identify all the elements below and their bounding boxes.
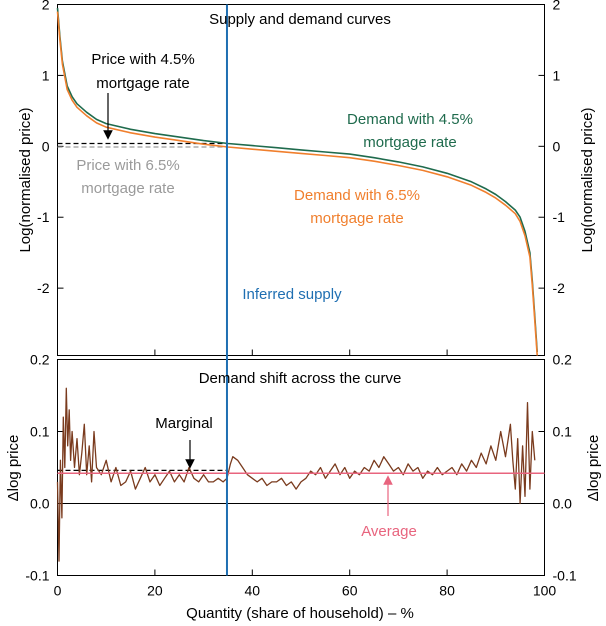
demand45-label-line1: Demand with 4.5% — [347, 111, 473, 128]
bottom-panel-frame — [57, 359, 545, 576]
bottom-ylabel-right: Δlog price — [585, 435, 602, 502]
bottom-ytick-label-right: 0.2 — [553, 352, 573, 368]
price45-label-line1: Price with 4.5% — [91, 51, 194, 68]
bottom-panel-title: Demand shift across the curve — [199, 370, 402, 387]
bottom-ylabel-left: Δlog price — [5, 435, 22, 502]
bottom-ytick-label-left: 0.2 — [30, 352, 50, 368]
top-ytick-label-right: -2 — [553, 280, 566, 296]
supply-label: Inferred supply — [242, 286, 342, 303]
bottom-ytick-label-left: -0.1 — [25, 568, 49, 584]
marginal-label: Marginal — [155, 415, 213, 432]
bottom-ytick-label-right: 0.1 — [553, 424, 573, 440]
demand-6.5-line — [56, 11, 538, 356]
top-ytick-label-right: 2 — [553, 0, 561, 13]
demand65-label-line1: Demand with 6.5% — [294, 187, 420, 204]
top-panel-title: Supply and demand curves — [209, 11, 391, 28]
top-y-ticks: 2 2 1 1 0 0 -1 -1 -2 -2 — [37, 0, 565, 296]
top-ylabel-left: Log(normalised price) — [17, 107, 34, 252]
bottom-ytick-label-right: 0.0 — [553, 496, 573, 512]
x-ticks: 0 20 40 60 80 100 — [54, 349, 557, 599]
top-guides — [57, 142, 227, 148]
top-ytick-label-left: 2 — [42, 0, 50, 13]
xtick-label: 80 — [439, 583, 455, 599]
top-ytick-label-left: 1 — [42, 67, 50, 83]
bottom-ytick-label-left: 0.0 — [30, 496, 50, 512]
top-ytick-label-left: -2 — [37, 280, 50, 296]
bottom-series — [56, 387, 545, 562]
top-panel-frame — [57, 4, 545, 356]
demand-shift-line — [56, 387, 536, 562]
top-ytick-label-right: 1 — [553, 67, 561, 83]
price45-label-line2: mortgage rate — [96, 75, 189, 92]
average-label: Average — [361, 523, 417, 540]
top-series — [56, 7, 538, 356]
demand-4.5-line — [56, 7, 538, 353]
price65-label-line2: mortgage rate — [81, 180, 174, 197]
top-ytick-label-right: -1 — [553, 209, 566, 225]
price65-label-line1: Price with 6.5% — [76, 157, 179, 174]
bottom-ytick-label-left: 0.1 — [30, 424, 50, 440]
bottom-guides — [57, 469, 545, 504]
demand45-label-line2: mortgage rate — [363, 134, 456, 151]
top-ytick-label-right: 0 — [553, 138, 561, 154]
top-ytick-label-left: 0 — [42, 138, 50, 154]
top-ylabel-right: Log(normalised price) — [579, 107, 596, 252]
xtick-label: 40 — [245, 583, 261, 599]
xtick-label: 60 — [342, 583, 358, 599]
x-axis-label: Quantity (share of household) – % — [186, 605, 414, 622]
xtick-label: 0 — [54, 583, 62, 599]
xtick-label: 100 — [533, 583, 557, 599]
top-ytick-label-left: -1 — [37, 209, 50, 225]
demand65-label-line2: mortgage rate — [310, 210, 403, 227]
xtick-label: 20 — [147, 583, 163, 599]
bottom-ytick-label-right: -0.1 — [553, 568, 577, 584]
